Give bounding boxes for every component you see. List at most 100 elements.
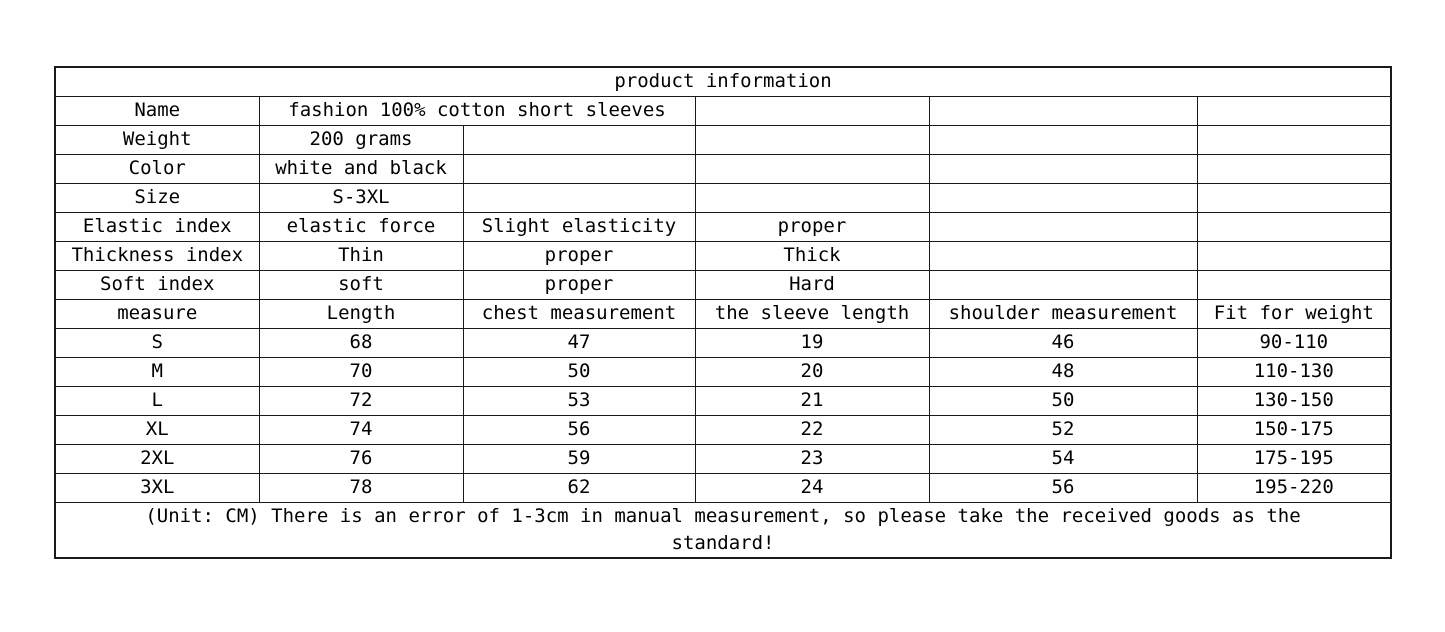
col-header-fit-for-weight: Fit for weight [1196, 298, 1392, 329]
cell-shoulder: 48 [928, 356, 1198, 387]
cell-soft-blank-2 [1196, 269, 1392, 300]
table-row-color: Color white and black [54, 153, 1392, 184]
cell-fit-weight: 175-195 [1196, 443, 1392, 474]
cell-size-value: S-3XL [258, 182, 464, 213]
cell-chest: 56 [462, 414, 696, 445]
col-header-sleeve-length: the sleeve length [694, 298, 930, 329]
cell-size-label: S [54, 327, 260, 358]
cell-chest: 50 [462, 356, 696, 387]
cell-soft-proper: proper [462, 269, 696, 300]
cell-size-label: 2XL [54, 443, 260, 474]
table-title-row: product information [54, 66, 1392, 97]
cell-length: 68 [258, 327, 464, 358]
cell-size-blank-2 [694, 182, 930, 213]
table-row-weight: Weight 200 grams [54, 124, 1392, 155]
table-row-elastic-index: Elastic index elastic force Slight elast… [54, 211, 1392, 242]
table-row-soft-index: Soft index soft proper Hard [54, 269, 1392, 300]
cell-weight-blank-3 [928, 124, 1198, 155]
cell-length: 74 [258, 414, 464, 445]
disclaimer-line-2: standard! [671, 531, 775, 554]
table-row: M 70 50 20 48 110-130 [54, 356, 1392, 387]
cell-sleeve: 24 [694, 472, 930, 503]
cell-length: 78 [258, 472, 464, 503]
row-label-thickness-index: Thickness index [54, 240, 260, 271]
row-label-weight: Weight [54, 124, 260, 155]
cell-name-value: fashion 100% cotton short sleeves [258, 95, 696, 126]
cell-soft-blank-1 [928, 269, 1198, 300]
cell-color-value: white and black [258, 153, 464, 184]
cell-thickness-blank-2 [1196, 240, 1392, 271]
cell-elastic-blank-1 [928, 211, 1198, 242]
cell-hard: Hard [694, 269, 930, 300]
cell-weight-blank-1 [462, 124, 696, 155]
cell-color-blank-3 [928, 153, 1198, 184]
table-row: S 68 47 19 46 90-110 [54, 327, 1392, 358]
cell-slight-elasticity: Slight elasticity [462, 211, 696, 242]
cell-size-blank-4 [1196, 182, 1392, 213]
col-header-length: Length [258, 298, 464, 329]
cell-weight-blank-4 [1196, 124, 1392, 155]
table-row-name: Name fashion 100% cotton short sleeves [54, 95, 1392, 126]
cell-shoulder: 46 [928, 327, 1198, 358]
cell-size-label: 3XL [54, 472, 260, 503]
cell-size-label: L [54, 385, 260, 416]
cell-color-blank-1 [462, 153, 696, 184]
measure-header-row: measure Length chest measurement the sle… [54, 298, 1392, 329]
table-row-size: Size S-3XL [54, 182, 1392, 213]
cell-size-blank-3 [928, 182, 1198, 213]
row-label-color: Color [54, 153, 260, 184]
cell-fit-weight: 130-150 [1196, 385, 1392, 416]
cell-elastic-proper: proper [694, 211, 930, 242]
cell-color-blank-4 [1196, 153, 1392, 184]
cell-chest: 47 [462, 327, 696, 358]
cell-chest: 62 [462, 472, 696, 503]
cell-length: 76 [258, 443, 464, 474]
cell-sleeve: 20 [694, 356, 930, 387]
row-label-name: Name [54, 95, 260, 126]
cell-size-blank-1 [462, 182, 696, 213]
row-label-size: Size [54, 182, 260, 213]
cell-fit-weight: 195-220 [1196, 472, 1392, 503]
cell-sleeve: 22 [694, 414, 930, 445]
cell-thickness-blank-1 [928, 240, 1198, 271]
cell-length: 72 [258, 385, 464, 416]
cell-fit-weight: 90-110 [1196, 327, 1392, 358]
col-header-measure: measure [54, 298, 260, 329]
table-row: L 72 53 21 50 130-150 [54, 385, 1392, 416]
table-footer-row: (Unit: CM) There is an error of 1-3cm in… [54, 501, 1392, 558]
cell-thick: Thick [694, 240, 930, 271]
cell-weight-value: 200 grams [258, 124, 464, 155]
table-row: 2XL 76 59 23 54 175-195 [54, 443, 1392, 474]
cell-size-label: XL [54, 414, 260, 445]
cell-elastic-force: elastic force [258, 211, 464, 242]
cell-shoulder: 54 [928, 443, 1198, 474]
cell-weight-blank-2 [694, 124, 930, 155]
col-header-chest-measurement: chest measurement [462, 298, 696, 329]
cell-color-blank-2 [694, 153, 930, 184]
table-row-thickness-index: Thickness index Thin proper Thick [54, 240, 1392, 271]
cell-soft: soft [258, 269, 464, 300]
cell-thin: Thin [258, 240, 464, 271]
cell-name-blank-1 [694, 95, 930, 126]
table-row: XL 74 56 22 52 150-175 [54, 414, 1392, 445]
cell-size-label: M [54, 356, 260, 387]
cell-fit-weight: 110-130 [1196, 356, 1392, 387]
cell-sleeve: 21 [694, 385, 930, 416]
cell-sleeve: 19 [694, 327, 930, 358]
cell-name-blank-2 [928, 95, 1198, 126]
cell-name-blank-3 [1196, 95, 1392, 126]
row-label-elastic-index: Elastic index [54, 211, 260, 242]
product-information-table: product information Name fashion 100% co… [54, 66, 1393, 559]
disclaimer-line-1: (Unit: CM) There is an error of 1-3cm in… [145, 504, 1301, 527]
cell-sleeve: 23 [694, 443, 930, 474]
table-row: 3XL 78 62 24 56 195-220 [54, 472, 1392, 503]
cell-chest: 59 [462, 443, 696, 474]
cell-length: 70 [258, 356, 464, 387]
col-header-shoulder-measurement: shoulder measurement [928, 298, 1198, 329]
cell-shoulder: 56 [928, 472, 1198, 503]
cell-fit-weight: 150-175 [1196, 414, 1392, 445]
row-label-soft-index: Soft index [54, 269, 260, 300]
cell-shoulder: 52 [928, 414, 1198, 445]
cell-shoulder: 50 [928, 385, 1198, 416]
page-title: product information [54, 66, 1392, 97]
